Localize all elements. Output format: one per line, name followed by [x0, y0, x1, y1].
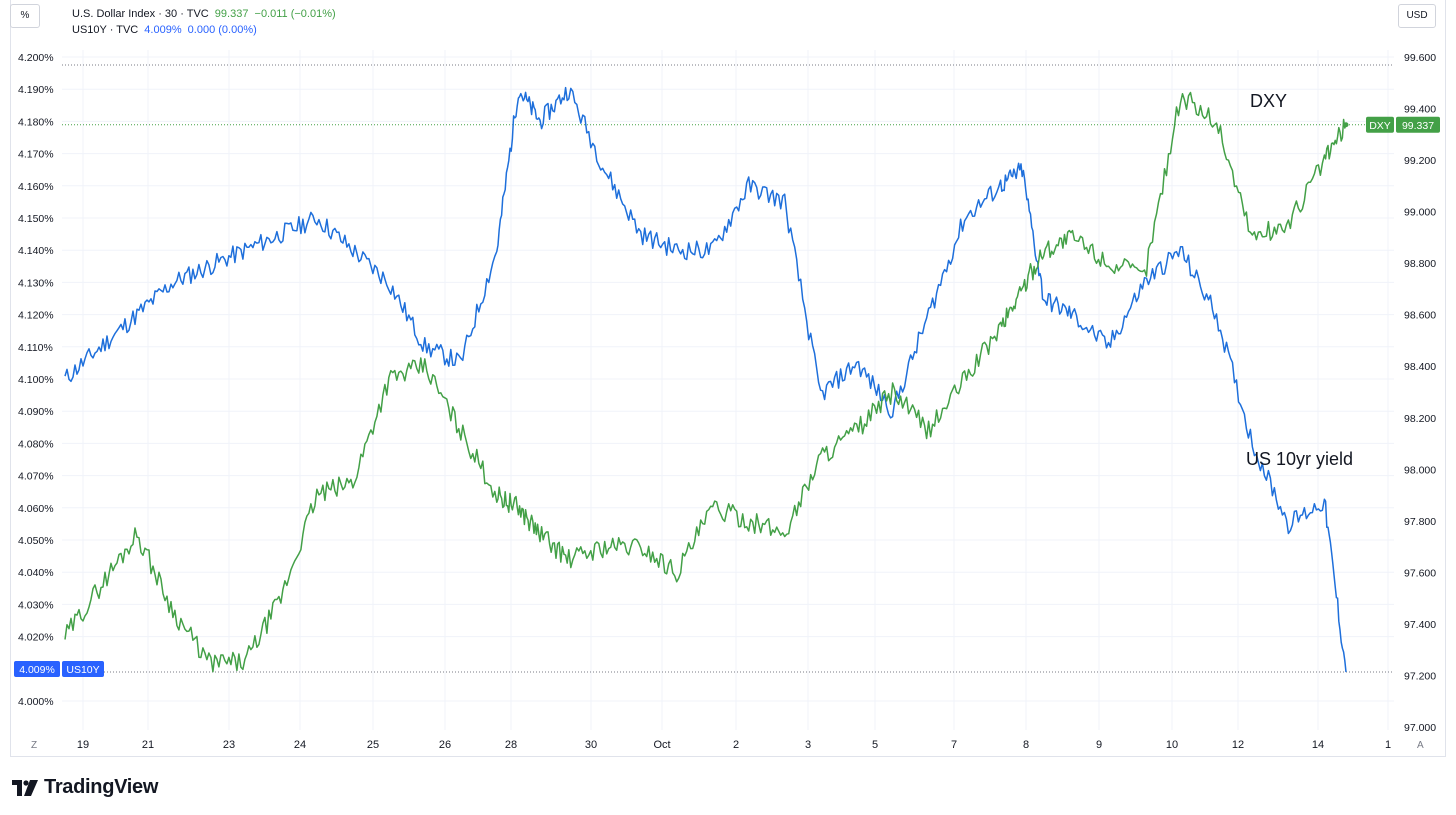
- annotation-dxy: DXY: [1250, 91, 1287, 111]
- time-tick-label: 24: [294, 739, 306, 751]
- time-tick-label: 3: [805, 739, 811, 751]
- right-tick-label: 99.400: [1404, 104, 1436, 116]
- time-tick-label: 28: [505, 739, 517, 751]
- time-tick-label: 10: [1166, 739, 1178, 751]
- right-tick-label: 98.400: [1404, 361, 1436, 373]
- left-tick-label: 4.020%: [18, 632, 54, 644]
- us10y-last-value: 4.009%: [144, 24, 182, 36]
- left-tick-label: 4.140%: [18, 245, 54, 257]
- right-tick-label: 99.600: [1404, 52, 1436, 64]
- left-tick-label: 4.100%: [18, 374, 54, 386]
- time-tick-label: 30: [585, 739, 597, 751]
- left-scale-unit-button[interactable]: %: [10, 4, 40, 28]
- left-tick-label: 4.060%: [18, 503, 54, 515]
- left-tick-label: 4.080%: [18, 438, 54, 450]
- left-tick-label: 4.000%: [18, 696, 54, 708]
- us10y-tag-badge-bg: [62, 661, 104, 678]
- time-axis: 19 21 23 24 25 26 28 30 Oct 2 3 5 7 8 9 10 12 14 1: [77, 739, 1391, 751]
- annotations: DXY US 10yr yield: [1246, 91, 1353, 469]
- time-tick-label: Oct: [653, 739, 670, 751]
- time-tick-label: 12: [1232, 739, 1244, 751]
- right-tick-label: 97.000: [1404, 722, 1436, 734]
- price-badges: 4.009% US10Y DXY 99.337: [14, 116, 1440, 678]
- annotation-us10y: US 10yr yield: [1246, 449, 1353, 469]
- time-tick-label: 5: [872, 739, 878, 751]
- time-tick-label: 21: [142, 739, 154, 751]
- right-tick-label: 97.800: [1404, 516, 1436, 528]
- chart-frame: [10, 0, 1446, 757]
- left-unit-label: %: [20, 10, 30, 21]
- left-tick-label: 4.180%: [18, 116, 54, 128]
- right-scale-unit-button[interactable]: USD: [1398, 4, 1436, 28]
- right-tick-label: 97.400: [1404, 619, 1436, 631]
- time-tick-label: 1: [1385, 739, 1391, 751]
- time-tick-label: 25: [367, 739, 379, 751]
- us10y-change: 0.000 (0.00%): [187, 24, 257, 36]
- left-tick-label: 4.090%: [18, 406, 54, 418]
- right-tick-label: 98.200: [1404, 413, 1436, 425]
- left-tick-label: 4.130%: [18, 277, 54, 289]
- series-lines: [64, 86, 1349, 673]
- us10y-value-badge: 4.009%: [19, 664, 55, 676]
- dxy-tag-badge: DXY: [1369, 120, 1391, 132]
- right-tick-label: 97.200: [1404, 670, 1436, 682]
- right-tick-label: 99.200: [1404, 155, 1436, 167]
- left-tick-label: 4.040%: [18, 567, 54, 579]
- us10y-value-badge-bg: [14, 661, 60, 678]
- right-tick-label: 97.600: [1404, 567, 1436, 579]
- left-tick-label: 4.160%: [18, 181, 54, 193]
- time-tick-label: 23: [223, 739, 235, 751]
- us10y-tag-badge: US10Y: [66, 664, 99, 676]
- right-tick-label: 99.000: [1404, 207, 1436, 219]
- left-tick-label: 4.150%: [18, 213, 54, 225]
- us10y-series-line: [64, 86, 1347, 673]
- dxy-symbol: U.S. Dollar Index · 30 · TVC: [72, 8, 209, 20]
- dxy-value-badge-bg: [1396, 116, 1440, 133]
- dxy-series-line: [64, 91, 1347, 673]
- time-tick-label: 19: [77, 739, 89, 751]
- tradingview-mark-icon: [12, 779, 38, 796]
- grid: [62, 50, 1394, 730]
- left-tick-label: 4.110%: [18, 342, 53, 354]
- dxy-last-point: [1343, 122, 1349, 128]
- right-price-axis: 99.600 99.400 99.200 99.000 98.800 98.600 98.4…: [1404, 52, 1436, 734]
- us10y-symbol: US10Y · TVC: [72, 24, 139, 36]
- right-tick-label: 98.600: [1404, 310, 1436, 322]
- right-unit-label: USD: [1406, 10, 1428, 21]
- dxy-tag-badge-bg: [1366, 116, 1394, 133]
- reference-lines: [62, 64, 1394, 673]
- right-tick-label: 98.800: [1404, 258, 1436, 270]
- dxy-last-value: 99.337: [214, 8, 249, 20]
- auto-scale-corner[interactable]: A: [1417, 740, 1424, 751]
- time-tick-label: 26: [439, 739, 451, 751]
- time-tick-label: 7: [951, 739, 957, 751]
- left-price-axis: 4.200% 4.190% 4.180% 4.170% 4.160% 4.150% 4.14…: [18, 52, 54, 708]
- left-tick-label: 4.190%: [18, 84, 54, 96]
- left-tick-label: 4.120%: [18, 310, 54, 322]
- left-tick-label: 4.170%: [18, 149, 54, 161]
- time-tick-label: 9: [1096, 739, 1102, 751]
- legend-dxy[interactable]: U.S. Dollar Index · 30 · TVC 99.337 −0.0…: [72, 8, 339, 20]
- time-tick-label: 8: [1023, 739, 1029, 751]
- tradingview-logo[interactable]: TradingView: [12, 776, 158, 799]
- zoom-corner-left[interactable]: Z: [31, 740, 38, 751]
- left-tick-label: 4.200%: [18, 52, 54, 64]
- left-tick-label: 4.070%: [18, 471, 54, 483]
- left-tick-label: 4.030%: [18, 599, 54, 611]
- time-tick-label: 2: [733, 739, 739, 751]
- dxy-value-badge: 99.337: [1402, 120, 1434, 132]
- brand-name: TradingView: [44, 776, 159, 798]
- chart-canvas[interactable]: 4.200% 4.190% 4.180% 4.170% 4.160% 4.150% 4.14…: [0, 0, 1456, 760]
- left-tick-label: 4.050%: [18, 535, 54, 547]
- time-tick-label: 14: [1312, 739, 1324, 751]
- legend-us10y[interactable]: US10Y · TVC 4.009% 0.000 (0.00%): [72, 24, 260, 36]
- right-tick-label: 98.000: [1404, 464, 1436, 476]
- dxy-change: −0.011 (−0.01%): [254, 8, 336, 20]
